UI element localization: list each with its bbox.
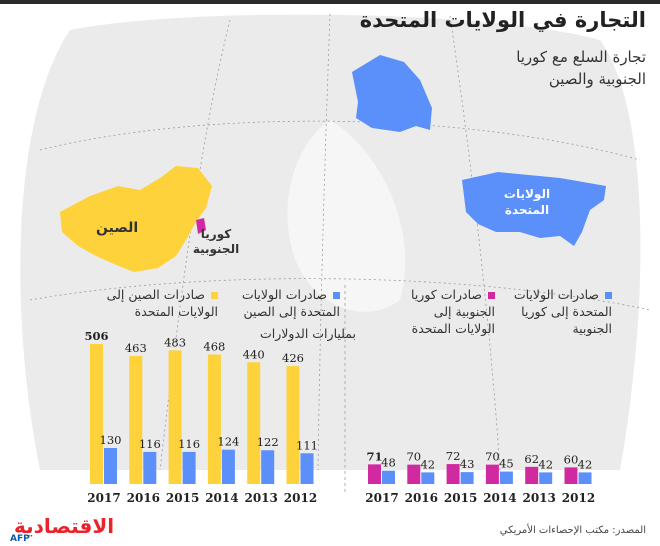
bar-0-1-2016 <box>143 451 157 484</box>
bar-0-1-2014 <box>221 449 235 484</box>
data-label: 426 <box>282 351 304 365</box>
data-label: 440 <box>243 347 265 361</box>
data-label: 42 <box>420 457 435 471</box>
data-label: 42 <box>578 457 593 471</box>
data-label: 463 <box>125 341 147 355</box>
data-label: 71 <box>366 449 382 463</box>
bar-1-0-2014 <box>485 464 499 484</box>
bar-0-0-2014 <box>207 354 221 484</box>
data-label: 62 <box>524 452 539 466</box>
bar-1-1-2016 <box>421 472 435 484</box>
bar-0-1-2013 <box>261 450 275 484</box>
map-label-usa: الولايات المتحدة <box>503 187 551 217</box>
legend-label: صادرات الصين إلى الولايات المتحدة <box>106 287 218 319</box>
bar-1-0-2012 <box>564 467 578 484</box>
data-label: 72 <box>446 449 461 463</box>
map-label-china: الصين <box>96 220 139 236</box>
x-tick-label: 2014 <box>483 491 516 505</box>
data-label: 70 <box>406 450 421 464</box>
top-bar <box>0 0 660 4</box>
map-gridlines <box>29 13 651 471</box>
korea-shape <box>196 218 206 234</box>
bar-1-0-2017 <box>368 464 381 484</box>
x-tick-label: 2016 <box>405 491 438 505</box>
bar-1-1-2017 <box>382 470 395 484</box>
bar-layer <box>90 344 592 484</box>
bar-1-0-2015 <box>446 464 460 484</box>
data-label: 43 <box>460 457 475 471</box>
data-label: 124 <box>217 435 239 449</box>
bar-0-0-2016 <box>129 355 143 484</box>
bar-0-0-2012 <box>286 366 300 484</box>
bar-0-0-2017 <box>90 344 103 484</box>
data-label: 111 <box>296 438 318 452</box>
legend-label: صادرات كوريا الجنوبية إلى الولايات المتح… <box>411 287 495 336</box>
bar-1-0-2016 <box>407 464 421 484</box>
data-label: 116 <box>178 437 200 451</box>
x-tick-label: 2017 <box>87 491 120 505</box>
usa-shape <box>462 172 606 246</box>
data-label: 506 <box>84 329 108 343</box>
data-label: 60 <box>564 452 579 466</box>
map-label-korea: كوريا الجنوبية <box>192 227 240 256</box>
data-label: 42 <box>538 457 553 471</box>
x-tick-label: 2012 <box>562 491 595 505</box>
x-tick-label: 2016 <box>127 491 160 505</box>
x-tick-label: 2015 <box>444 491 477 505</box>
x-tick-label: 2015 <box>166 491 199 505</box>
bar-1-1-2015 <box>460 472 474 484</box>
legend-swatch-magenta <box>488 292 495 299</box>
bar-1-1-2012 <box>578 472 592 484</box>
data-label: 48 <box>381 456 396 470</box>
bar-0-0-2015 <box>168 350 182 484</box>
brand-logo: الاقتصادية <box>14 514 115 538</box>
agency-logo: AFP <box>10 534 30 544</box>
alaska-shape <box>352 55 432 132</box>
bar-0-1-2017 <box>104 448 117 484</box>
page-subtitle: تجارة السلع مع كوريا الجنوبية والصين <box>516 48 646 88</box>
source-note: المصدر: مكتب الإحصاءات الأمريكي <box>499 525 646 536</box>
label-layer: 506 130 2017 463 116 2016 483 116 2015 468 124 2014… <box>84 329 595 505</box>
x-tick-label: 2013 <box>522 491 555 505</box>
legend-korea-to-us: صادرات كوريا الجنوبية إلى الولايات المتح… <box>395 286 495 337</box>
legend-us-to-korea: صادرات الولايات المتحدة إلى كوريا الجنوب… <box>510 286 612 337</box>
map-ocean-shape <box>287 120 406 312</box>
bar-0-0-2013 <box>247 362 261 484</box>
data-label: 483 <box>164 335 186 349</box>
data-label: 130 <box>100 433 122 447</box>
page-title: التجارة في الولايات المتحدة <box>359 8 646 32</box>
x-tick-label: 2017 <box>365 491 398 505</box>
x-tick-label: 2013 <box>244 491 277 505</box>
legend-china-to-us: صادرات الصين إلى الولايات المتحدة <box>100 286 218 320</box>
x-tick-label: 2014 <box>205 491 238 505</box>
china-shape <box>60 166 212 272</box>
data-label: 70 <box>485 450 500 464</box>
legend-swatch-blue <box>605 292 612 299</box>
bar-1-0-2013 <box>525 466 539 484</box>
unit-label: بمليارات الدولارات <box>260 326 356 341</box>
legend-label: صادرات الولايات المتحدة إلى كوريا الجنوب… <box>513 287 612 336</box>
bar-0-1-2015 <box>182 451 196 484</box>
bar-1-1-2013 <box>539 472 553 484</box>
x-tick-label: 2012 <box>284 491 317 505</box>
legend-label: صادرات الولايات المتحدة إلى الصين <box>241 287 340 319</box>
legend-swatch-blue <box>333 292 340 299</box>
data-label: 45 <box>499 457 514 471</box>
data-label: 116 <box>139 437 161 451</box>
legend-swatch-yellow <box>211 292 218 299</box>
data-label: 122 <box>257 435 279 449</box>
data-label: 468 <box>203 340 225 354</box>
bar-1-1-2014 <box>499 471 513 484</box>
legend-us-to-china: صادرات الولايات المتحدة إلى الصين <box>222 286 340 320</box>
bar-0-1-2012 <box>300 453 314 484</box>
